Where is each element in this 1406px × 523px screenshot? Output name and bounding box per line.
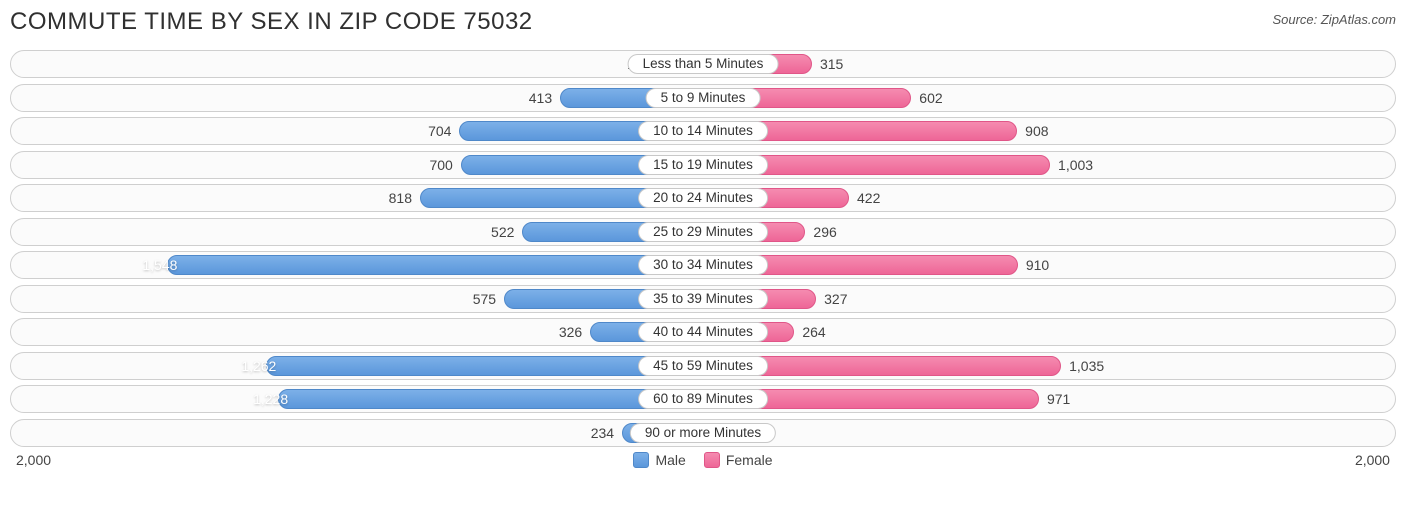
- category-pill: 30 to 34 Minutes: [638, 255, 768, 275]
- chart-row: 1,228 971 60 to 89 Minutes: [10, 385, 1396, 413]
- source-label: Source: ZipAtlas.com: [1272, 8, 1396, 27]
- female-half: 102: [703, 420, 1395, 446]
- chart-row: 326 264 40 to 44 Minutes: [10, 318, 1396, 346]
- category-pill: 60 to 89 Minutes: [638, 389, 768, 409]
- female-value: 264: [802, 319, 825, 345]
- male-value: 575: [473, 286, 496, 312]
- male-value: 234: [591, 420, 614, 446]
- male-value: 1,262: [241, 353, 276, 379]
- axis-row: 2,000 Male Female 2,000: [10, 452, 1396, 468]
- male-half: 1,548: [11, 252, 703, 278]
- category-pill: 45 to 59 Minutes: [638, 356, 768, 376]
- male-value: 704: [428, 118, 451, 144]
- category-pill: 25 to 29 Minutes: [638, 222, 768, 242]
- chart-row: 575 327 35 to 39 Minutes: [10, 285, 1396, 313]
- male-value: 1,228: [253, 386, 288, 412]
- chart-row: 704 908 10 to 14 Minutes: [10, 117, 1396, 145]
- legend-female-label: Female: [726, 452, 773, 468]
- male-half: 1,228: [11, 386, 703, 412]
- female-half: 910: [703, 252, 1395, 278]
- chart-row: 818 422 20 to 24 Minutes: [10, 184, 1396, 212]
- diverging-bar-chart: 129 315 Less than 5 Minutes 413 602 5 to 9 Mi…: [10, 50, 1396, 447]
- female-half: 971: [703, 386, 1395, 412]
- female-half: 422: [703, 185, 1395, 211]
- male-half: 326: [11, 319, 703, 345]
- female-value: 971: [1047, 386, 1070, 412]
- female-value: 908: [1025, 118, 1048, 144]
- male-value: 326: [559, 319, 582, 345]
- chart-title: Commute Time By Sex in Zip Code 75032: [10, 8, 533, 36]
- chart-row: 129 315 Less than 5 Minutes: [10, 50, 1396, 78]
- male-half: 700: [11, 152, 703, 178]
- female-half: 264: [703, 319, 1395, 345]
- male-half: 129: [11, 51, 703, 77]
- male-half: 522: [11, 219, 703, 245]
- chart-row: 1,262 1,035 45 to 59 Minutes: [10, 352, 1396, 380]
- category-pill: 35 to 39 Minutes: [638, 289, 768, 309]
- male-half: 818: [11, 185, 703, 211]
- header: Commute Time By Sex in Zip Code 75032 So…: [10, 8, 1396, 36]
- male-swatch-icon: [633, 452, 649, 468]
- category-pill: Less than 5 Minutes: [628, 54, 779, 74]
- chart-row: 700 1,003 15 to 19 Minutes: [10, 151, 1396, 179]
- category-pill: 20 to 24 Minutes: [638, 188, 768, 208]
- female-half: 908: [703, 118, 1395, 144]
- chart-row: 234 10290 or more Minutes: [10, 419, 1396, 447]
- female-value: 1,035: [1069, 353, 1104, 379]
- legend: Male Female: [633, 452, 772, 468]
- category-pill: 10 to 14 Minutes: [638, 121, 768, 141]
- chart-row: 522 296 25 to 29 Minutes: [10, 218, 1396, 246]
- legend-male: Male: [633, 452, 685, 468]
- legend-male-label: Male: [655, 452, 685, 468]
- female-value: 1,003: [1058, 152, 1093, 178]
- male-value: 413: [529, 85, 552, 111]
- category-pill: 40 to 44 Minutes: [638, 322, 768, 342]
- category-pill: 5 to 9 Minutes: [646, 88, 761, 108]
- female-value: 910: [1026, 252, 1049, 278]
- chart-row: 413 602 5 to 9 Minutes: [10, 84, 1396, 112]
- chart-row: 1,548 910 30 to 34 Minutes: [10, 251, 1396, 279]
- female-half: 1,035: [703, 353, 1395, 379]
- female-value: 296: [813, 219, 836, 245]
- female-half: 602: [703, 85, 1395, 111]
- axis-left-label: 2,000: [16, 452, 51, 468]
- male-half: 704: [11, 118, 703, 144]
- category-pill: 90 or more Minutes: [630, 423, 776, 443]
- male-half: 413: [11, 85, 703, 111]
- male-value: 700: [429, 152, 452, 178]
- male-value: 522: [491, 219, 514, 245]
- axis-right-label: 2,000: [1355, 452, 1390, 468]
- male-half: 575: [11, 286, 703, 312]
- male-value: 1,548: [142, 252, 177, 278]
- female-value: 327: [824, 286, 847, 312]
- male-value: 818: [389, 185, 412, 211]
- female-swatch-icon: [704, 452, 720, 468]
- legend-female: Female: [704, 452, 773, 468]
- female-half: 296: [703, 219, 1395, 245]
- female-half: 315: [703, 51, 1395, 77]
- female-value: 422: [857, 185, 880, 211]
- male-bar: [167, 255, 703, 275]
- female-half: 1,003: [703, 152, 1395, 178]
- female-value: 602: [919, 85, 942, 111]
- male-half: 234: [11, 420, 703, 446]
- female-half: 327: [703, 286, 1395, 312]
- female-value: 315: [820, 51, 843, 77]
- category-pill: 15 to 19 Minutes: [638, 155, 768, 175]
- male-half: 1,262: [11, 353, 703, 379]
